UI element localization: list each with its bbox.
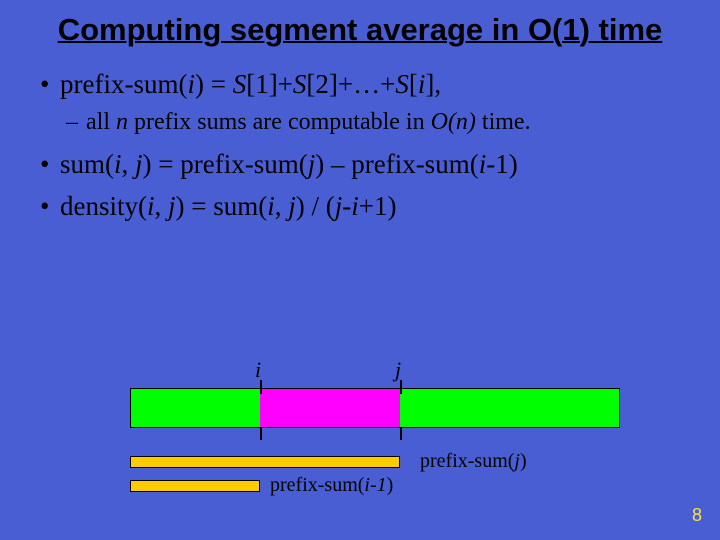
segment-bar <box>130 388 620 428</box>
diagram-top-markers: i j <box>130 360 620 388</box>
sub-bullet-item: all n prefix sums are computable in O(n)… <box>86 109 680 136</box>
prefix-sum-j-label: prefix-sum(j) <box>420 450 527 473</box>
tick-i-bottom <box>260 428 262 440</box>
prefix-sum-i-strip <box>130 480 260 492</box>
prefix-sum-j-strip <box>130 456 400 468</box>
bullet-item: sum(i, j) = prefix-sum(j) – prefix-sum(i… <box>60 148 680 182</box>
bullet-item: density(i, j) = sum(i, j) / (j-i+1) <box>60 190 680 224</box>
segment-diagram: i j prefix-sum(j) prefix-sum(i-1) <box>130 360 620 442</box>
prefix-sum-i-label: prefix-sum(i-1) <box>270 474 393 497</box>
bar-segment <box>400 389 619 427</box>
bullet-item: prefix-sum(i) = S[1]+S[2]+…+S[i], <box>60 68 680 102</box>
page-number: 8 <box>692 505 702 526</box>
tick-i-top <box>260 380 262 394</box>
bar-segment <box>260 389 399 427</box>
bullet-list: prefix-sum(i) = S[1]+S[2]+…+S[i], all n p… <box>0 68 720 224</box>
tick-j-top <box>400 380 402 394</box>
tick-j-bottom <box>400 428 402 440</box>
slide-title: Computing segment average in O(1) time <box>0 0 720 48</box>
bar-segment <box>131 389 260 427</box>
diagram-bottom-ticks <box>130 428 620 442</box>
